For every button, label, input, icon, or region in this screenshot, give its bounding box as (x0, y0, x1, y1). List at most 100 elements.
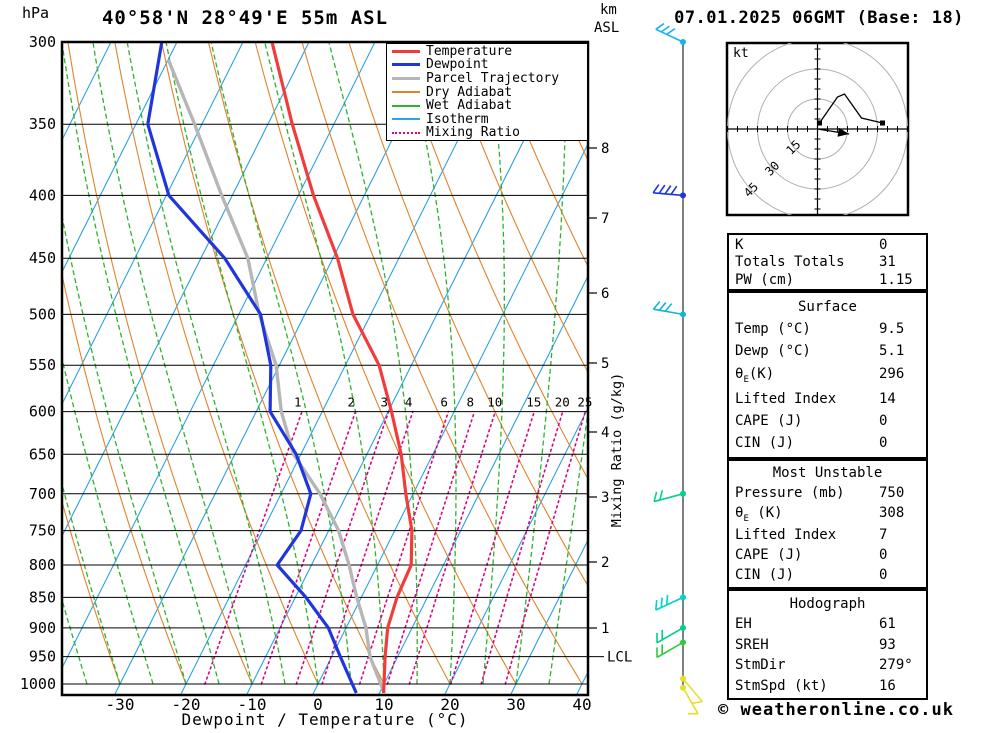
temp-tick-label: 10 (374, 695, 393, 714)
temp-tick-label: -10 (238, 695, 267, 714)
table-row: StmSpd (kt) 16 (729, 678, 926, 694)
sounding-curves (146, 42, 414, 694)
lcl-label: LCL (607, 650, 632, 666)
legend-item: Dewpoint (387, 57, 587, 73)
legend-line-sample (392, 91, 420, 93)
theta-e-subscript: E (743, 374, 749, 385)
index-table: Most Unstable Pressure (mb) 750 θE (K) 308 Li… (727, 459, 928, 589)
pressure-tick-label: 1000 (20, 675, 56, 693)
x-axis-title: Dewpoint / Temperature (°C) (181, 710, 469, 729)
isotherm-line (62, 42, 310, 538)
legend-item: Temperature (387, 44, 587, 59)
wind-barb-tick (658, 302, 667, 311)
pressure-tick-label: 500 (29, 305, 56, 323)
table-value: 0 (879, 412, 888, 429)
table-label: PW (cm) (735, 271, 795, 288)
wet-adiabat-line (62, 212, 187, 685)
legend-item-label: Mixing Ratio (426, 125, 520, 141)
km-tick-label: 3 (601, 490, 609, 506)
wet-adiabat-line (515, 42, 567, 685)
table-value: 0 (879, 434, 888, 451)
mixing-ratio-label: 3 (381, 395, 389, 410)
mixing-ratio-label: 1 (294, 395, 302, 410)
legend-line-sample (392, 118, 420, 121)
pressure-tick-label: 850 (29, 588, 56, 606)
dry-adiabat-line (441, 42, 588, 374)
pressure-tick-label: 800 (29, 556, 56, 574)
index-table: K 0 Totals Totals 31 PW (cm) 1.15 (727, 233, 928, 291)
wind-barb (652, 184, 686, 199)
hodograph-unit-label: kt (733, 46, 749, 61)
legend-item: Parcel Trajectory (387, 71, 587, 86)
hodograph-trace-dot (880, 120, 885, 126)
wet-adiabat-line (328, 42, 418, 685)
km-axis-unit: km (600, 2, 617, 18)
isotherm-line (180, 42, 508, 695)
km-tick-label: 1 (601, 621, 609, 637)
wind-barb-tick (692, 700, 703, 705)
table-value: 16 (879, 677, 896, 694)
table-value: 5.1 (879, 343, 905, 360)
mixing-ratio-label: 20 (555, 395, 570, 410)
wind-barb-tick (652, 301, 661, 310)
km-tick-label: 7 (601, 211, 609, 227)
pressure-tick-label: 600 (29, 403, 56, 421)
mixing-ratio-lines (204, 410, 587, 685)
wind-barb (680, 684, 699, 715)
table-label: CAPE (J) (735, 412, 803, 429)
pressure-tick-label: 750 (29, 522, 56, 540)
mixing-ratio-axis-label: Mixing Ratio (g/kg) (609, 373, 625, 527)
wet-adiabat-line (482, 42, 505, 685)
table-label: EH (735, 616, 752, 632)
table-label: Pressure (mb) (735, 484, 845, 501)
wind-barb-shaft (656, 627, 684, 644)
legend-line-sample (392, 76, 420, 80)
wind-barb (656, 639, 686, 659)
wind-barb-tick (659, 490, 664, 501)
table-value: 9.5 (879, 321, 905, 338)
legend-item-label: Isotherm (426, 111, 489, 127)
legend-item-label: Dry Adiabat (426, 84, 513, 100)
isotherm-line (246, 42, 574, 695)
wet-adiabat-line (404, 42, 457, 685)
pressure-tick-label: 700 (29, 485, 56, 503)
page-title: 40°58'N 28°49'E 55m ASL (101, 7, 389, 29)
legend-item: Wet Adiabat (387, 98, 587, 113)
legend-item: Mixing Ratio (387, 125, 587, 141)
mixing-ratio-line (260, 410, 357, 685)
table-label: CIN (J) (735, 567, 795, 584)
table-row: CAPE (J) 0 (729, 547, 926, 563)
wind-barb (680, 675, 703, 705)
legend-item-label: Dewpoint (426, 57, 489, 73)
table-row: Dewp (°C) 5.1 (729, 343, 926, 359)
mixing-ratio-line (480, 410, 564, 685)
wind-barb-tick (670, 185, 678, 195)
table-section-header: Hodograph (789, 595, 866, 612)
wind-barb (652, 301, 686, 318)
pressure-tick-label: 900 (29, 619, 56, 637)
parcel-curve (166, 58, 386, 694)
wind-barb-tick (665, 594, 669, 606)
mixing-ratio-label: 25 (577, 395, 592, 410)
index-table: Surface Temp (°C) 9.5 Dewp (°C) 5.1 θE(K) 296 L… (727, 291, 928, 459)
table-row: Temp (°C) 9.5 (729, 321, 926, 337)
wind-barb (655, 22, 686, 45)
table-section-header: Most Unstable (772, 464, 883, 481)
table-label: StmDir (735, 657, 786, 673)
dewpoint-curve (146, 42, 358, 694)
pressure-tick-label: 550 (29, 356, 56, 374)
dry-adiabat-line (67, 42, 253, 685)
temp-tick-label: 30 (506, 695, 525, 714)
pressure-axis-unit: hPa (22, 4, 50, 22)
table-row: CAPE (J) 0 (729, 413, 926, 429)
table-label: K (735, 236, 744, 253)
pressure-tick-label: 950 (29, 648, 56, 666)
table-row: θE (K) 308 (729, 505, 926, 524)
wind-barb-shaft (653, 493, 684, 503)
wind-barb (655, 594, 686, 611)
plot-border (60, 40, 590, 697)
table-row: PW (cm) 1.15 (729, 272, 926, 288)
isotherm-line (62, 42, 376, 670)
isotherm-line (312, 142, 588, 695)
